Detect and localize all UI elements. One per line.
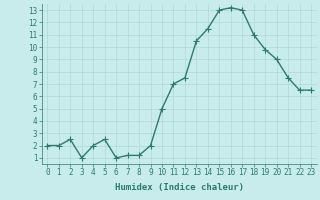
X-axis label: Humidex (Indice chaleur): Humidex (Indice chaleur) bbox=[115, 183, 244, 192]
